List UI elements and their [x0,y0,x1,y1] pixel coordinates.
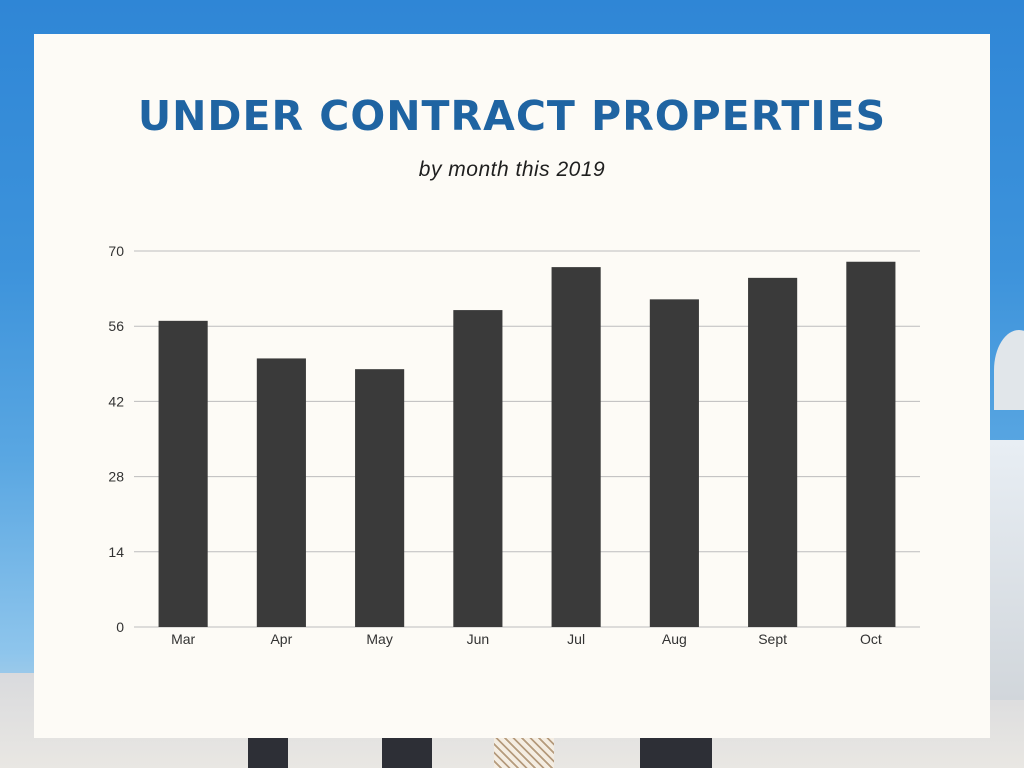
y-tick-label: 14 [108,544,124,560]
x-axis-ticks: Mar Apr May Jun Jul Aug Sept Oct [171,631,882,647]
bar-sept [748,277,798,627]
y-axis-ticks: 0 14 28 42 56 70 [108,243,124,635]
background-window [248,736,288,768]
x-tick-label: Jul [567,631,585,647]
bar-mar [158,320,208,627]
x-tick-label: Sept [758,631,787,647]
background-tower [990,440,1024,700]
y-tick-label: 70 [108,243,124,259]
y-tick-label: 42 [108,393,124,409]
x-tick-label: Mar [171,631,195,647]
bar-may [355,369,405,627]
chart-title: UNDER CONTRACT PROPERTIES [137,92,887,140]
x-tick-label: Jun [467,631,490,647]
x-tick-label: May [366,631,392,647]
background-window [382,736,432,768]
bar-oct [846,261,896,627]
bar-apr [256,358,306,627]
x-tick-label: Aug [662,631,687,647]
y-tick-label: 28 [108,469,124,485]
x-tick-label: Apr [270,631,292,647]
y-tick-label: 0 [116,619,124,635]
bar-aug [649,299,699,627]
background-window [640,736,712,768]
bars [158,261,896,627]
grid-lines [134,250,920,628]
background-dome [994,330,1024,410]
bar-jun [453,310,503,627]
x-tick-label: Oct [860,631,882,647]
background-lattice [494,738,554,768]
y-tick-label: 56 [108,318,124,334]
bar-jul [551,267,601,627]
chart-subtitle: by month this 2019 [418,158,606,181]
